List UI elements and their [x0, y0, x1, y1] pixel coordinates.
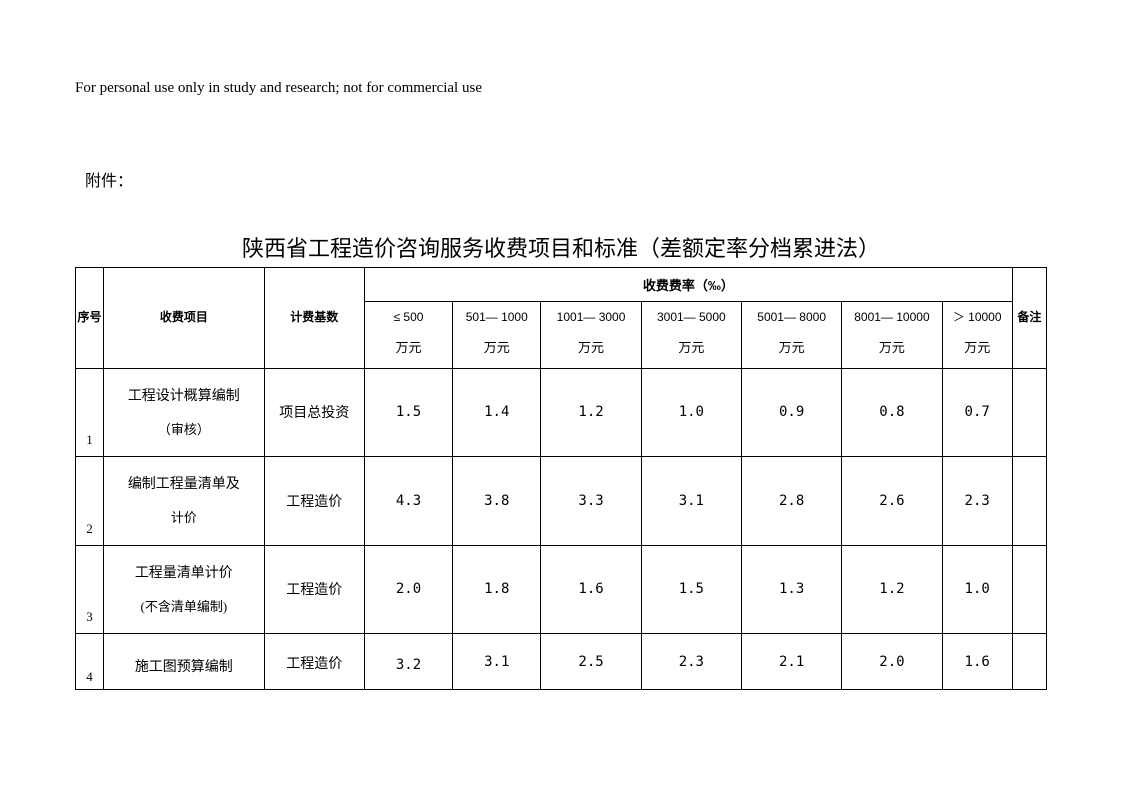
- cell-rate: 0.8: [842, 368, 942, 457]
- cell-rate: 1.4: [453, 368, 541, 457]
- cell-item: 编制工程量清单及计价: [104, 457, 264, 546]
- table-body: 1工程设计概算编制（审核）项目总投资1.51.41.21.00.90.80.72…: [76, 368, 1047, 690]
- th-tier-6: ＞ 10000万元: [942, 302, 1012, 369]
- th-tier-1: 501— 1000万元: [453, 302, 541, 369]
- cell-rate: 1.2: [541, 368, 641, 457]
- cell-remark: [1012, 457, 1046, 546]
- th-base: 计费基数: [264, 268, 364, 369]
- cell-rate: 1.2: [842, 545, 942, 634]
- th-tier-5: 8001— 10000万元: [842, 302, 942, 369]
- cell-rate: 3.1: [641, 457, 741, 546]
- cell-rate: 2.3: [641, 634, 741, 690]
- cell-base: 工程造价: [264, 457, 364, 546]
- cell-rate: 1.3: [741, 545, 841, 634]
- cell-seq: 4: [76, 634, 104, 690]
- cell-base: 项目总投资: [264, 368, 364, 457]
- cell-rate: 0.7: [942, 368, 1012, 457]
- cell-base: 工程造价: [264, 545, 364, 634]
- cell-rate: 3.1: [453, 634, 541, 690]
- cell-rate: 3.3: [541, 457, 641, 546]
- cell-seq: 1: [76, 368, 104, 457]
- cell-rate: 3.8: [453, 457, 541, 546]
- cell-rate: 0.9: [741, 368, 841, 457]
- page-title: 陕西省工程造价咨询服务收费项目和标准（差额定率分档累进法）: [75, 231, 1047, 263]
- cell-remark: [1012, 545, 1046, 634]
- th-tier-0: ≤ 500万元: [364, 302, 452, 369]
- cell-rate: 1.5: [364, 368, 452, 457]
- table-row: 2编制工程量清单及计价工程造价4.33.83.33.12.82.62.3: [76, 457, 1047, 546]
- cell-base: 工程造价: [264, 634, 364, 690]
- cell-rate: 2.1: [741, 634, 841, 690]
- cell-rate: 3.2: [364, 634, 452, 690]
- attachment-label: 附件：: [75, 167, 1047, 191]
- cell-item: 工程量清单计价(不含清单编制): [104, 545, 264, 634]
- cell-rate: 2.0: [364, 545, 452, 634]
- cell-rate: 4.3: [364, 457, 452, 546]
- cell-rate: 2.8: [741, 457, 841, 546]
- table-row: 4施工图预算编制工程造价3.23.12.52.32.12.01.6: [76, 634, 1047, 690]
- table-row: 1工程设计概算编制（审核）项目总投资1.51.41.21.00.90.80.7: [76, 368, 1047, 457]
- th-tier-2: 1001— 3000万元: [541, 302, 641, 369]
- th-tier-3: 3001— 5000万元: [641, 302, 741, 369]
- cell-rate: 2.3: [942, 457, 1012, 546]
- cell-rate: 2.6: [842, 457, 942, 546]
- cell-remark: [1012, 368, 1046, 457]
- cell-rate: 1.8: [453, 545, 541, 634]
- th-remark: 备注: [1012, 268, 1046, 369]
- th-item: 收费项目: [104, 268, 264, 369]
- cell-seq: 2: [76, 457, 104, 546]
- cell-rate: 2.5: [541, 634, 641, 690]
- cell-item: 工程设计概算编制（审核）: [104, 368, 264, 457]
- fee-standard-table: 序号 收费项目 计费基数 收费费率（‰） 备注 ≤ 500万元 501— 100…: [75, 267, 1047, 690]
- cell-rate: 1.6: [942, 634, 1012, 690]
- cell-item: 施工图预算编制: [104, 634, 264, 690]
- cell-rate: 2.0: [842, 634, 942, 690]
- th-seq: 序号: [76, 268, 104, 369]
- cell-rate: 1.6: [541, 545, 641, 634]
- th-rate-group: 收费费率（‰）: [364, 268, 1012, 302]
- cell-rate: 1.0: [641, 368, 741, 457]
- table-row: 3工程量清单计价(不含清单编制)工程造价2.01.81.61.51.31.21.…: [76, 545, 1047, 634]
- disclaimer-text: For personal use only in study and resea…: [75, 80, 1047, 97]
- th-tier-4: 5001— 8000万元: [741, 302, 841, 369]
- cell-rate: 1.5: [641, 545, 741, 634]
- cell-rate: 1.0: [942, 545, 1012, 634]
- cell-remark: [1012, 634, 1046, 690]
- cell-seq: 3: [76, 545, 104, 634]
